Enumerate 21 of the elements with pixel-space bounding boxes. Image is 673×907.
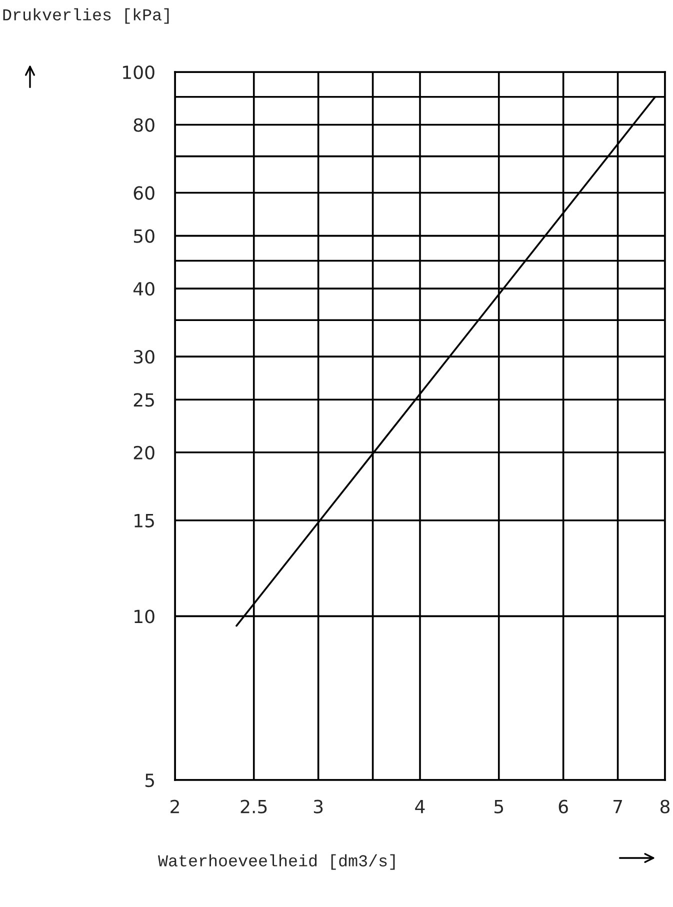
x-axis-title: Waterhoeveelheid [dm3/s] [158, 854, 395, 870]
x-tick-label: 2.5 [240, 800, 267, 814]
y-tick-label: 50 [134, 229, 154, 243]
y-tick-label: 25 [134, 393, 154, 407]
y-tick-label: 10 [134, 610, 154, 624]
y-axis-title: Drukverlies [kPa] [3, 8, 169, 24]
y-tick-label: 80 [134, 118, 154, 132]
y-tick-label: 30 [134, 350, 154, 364]
y-tick-label: 5 [145, 774, 154, 788]
x-tick-label: 6 [558, 800, 568, 814]
y-tick-label: 40 [133, 282, 154, 296]
x-tick-label: 4 [415, 800, 425, 814]
y-tick-label: 60 [134, 186, 154, 200]
x-tick-label: 3 [314, 800, 323, 814]
x-tick-label: 8 [660, 800, 670, 814]
y-tick-label: 15 [134, 514, 154, 528]
x-tick-label: 2 [170, 800, 179, 814]
x-tick-label: 5 [494, 800, 504, 814]
y-tick-label: 20 [134, 446, 154, 460]
x-tick-label: 7 [614, 800, 622, 814]
y-tick-label: 100 [123, 65, 154, 80]
